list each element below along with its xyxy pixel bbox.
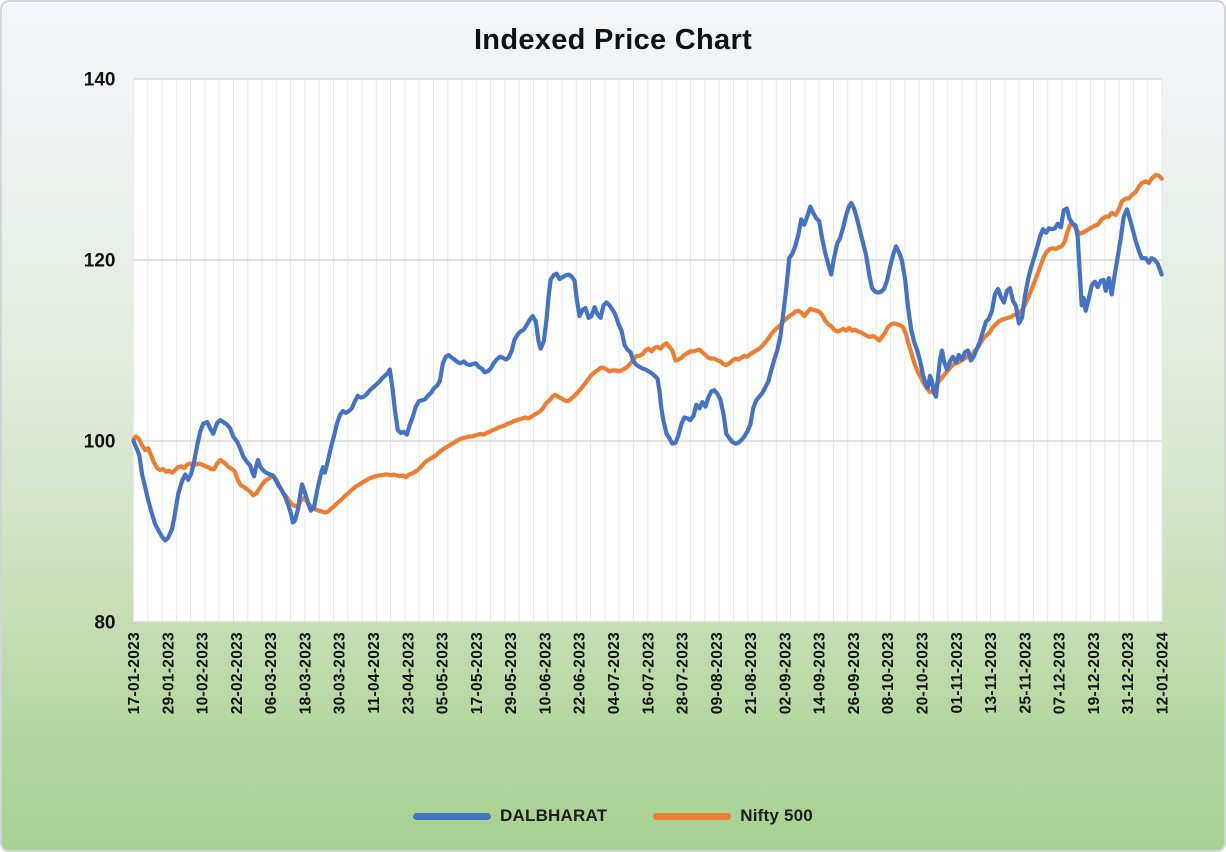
series-dalbharat-line bbox=[131, 200, 1164, 543]
svg-text:11-04-2023: 11-04-2023 bbox=[366, 632, 383, 714]
svg-text:17-01-2023: 17-01-2023 bbox=[126, 632, 143, 714]
series-nifty500-line bbox=[131, 172, 1164, 515]
svg-text:30-03-2023: 30-03-2023 bbox=[332, 632, 349, 714]
svg-text:20-10-2023: 20-10-2023 bbox=[915, 632, 932, 714]
svg-text:23-04-2023: 23-04-2023 bbox=[400, 632, 417, 714]
svg-text:29-05-2023: 29-05-2023 bbox=[503, 632, 520, 714]
svg-text:21-08-2023: 21-08-2023 bbox=[743, 632, 760, 714]
legend-label-dalbharat: DALBHARAT bbox=[500, 806, 608, 825]
legend-item-dalbharat: DALBHARAT bbox=[413, 806, 607, 826]
svg-text:22-02-2023: 22-02-2023 bbox=[229, 632, 246, 714]
svg-text:08-10-2023: 08-10-2023 bbox=[880, 632, 897, 714]
legend-line-nifty500-icon bbox=[653, 812, 732, 820]
svg-text:01-11-2023: 01-11-2023 bbox=[949, 632, 966, 714]
svg-text:05-05-2023: 05-05-2023 bbox=[435, 632, 452, 714]
chart-legend: DALBHARAT Nifty 500 bbox=[2, 806, 1224, 826]
svg-text:07-12-2023: 07-12-2023 bbox=[1052, 632, 1069, 714]
svg-text:80: 80 bbox=[94, 613, 115, 634]
svg-text:04-07-2023: 04-07-2023 bbox=[606, 632, 623, 714]
svg-text:10-02-2023: 10-02-2023 bbox=[195, 632, 212, 714]
svg-text:100: 100 bbox=[84, 432, 116, 453]
svg-text:18-03-2023: 18-03-2023 bbox=[297, 632, 314, 714]
svg-text:25-11-2023: 25-11-2023 bbox=[1017, 632, 1034, 714]
svg-text:29-01-2023: 29-01-2023 bbox=[160, 632, 177, 714]
legend-line-dalbharat-icon bbox=[413, 812, 492, 820]
svg-text:19-12-2023: 19-12-2023 bbox=[1086, 632, 1103, 714]
vertical-gridlines bbox=[133, 79, 1163, 622]
chart-title: Indexed Price Chart bbox=[473, 24, 753, 56]
svg-text:14-09-2023: 14-09-2023 bbox=[812, 632, 829, 714]
svg-text:17-05-2023: 17-05-2023 bbox=[469, 632, 486, 714]
legend-item-nifty500: Nifty 500 bbox=[653, 806, 813, 826]
svg-text:31-12-2023: 31-12-2023 bbox=[1120, 632, 1137, 714]
svg-text:26-09-2023: 26-09-2023 bbox=[846, 632, 863, 714]
y-axis-labels: 80 100 120 140 bbox=[84, 70, 116, 634]
svg-text:13-11-2023: 13-11-2023 bbox=[983, 632, 1000, 714]
legend-label-nifty500: Nifty 500 bbox=[740, 806, 813, 825]
svg-text:06-03-2023: 06-03-2023 bbox=[263, 632, 280, 714]
svg-text:10-06-2023: 10-06-2023 bbox=[537, 632, 554, 714]
svg-text:28-07-2023: 28-07-2023 bbox=[675, 632, 692, 714]
svg-text:120: 120 bbox=[84, 251, 116, 272]
horizontal-gridlines bbox=[133, 78, 1162, 623]
svg-text:09-08-2023: 09-08-2023 bbox=[709, 632, 726, 714]
x-axis-labels: 17-01-2023 29-01-2023 10-02-2023 22-02-2023… bbox=[126, 632, 1172, 714]
svg-text:12-01-2024: 12-01-2024 bbox=[1155, 632, 1172, 714]
svg-text:22-06-2023: 22-06-2023 bbox=[572, 632, 589, 714]
svg-text:140: 140 bbox=[84, 70, 116, 91]
svg-text:16-07-2023: 16-07-2023 bbox=[640, 632, 657, 714]
svg-text:02-09-2023: 02-09-2023 bbox=[777, 632, 794, 714]
